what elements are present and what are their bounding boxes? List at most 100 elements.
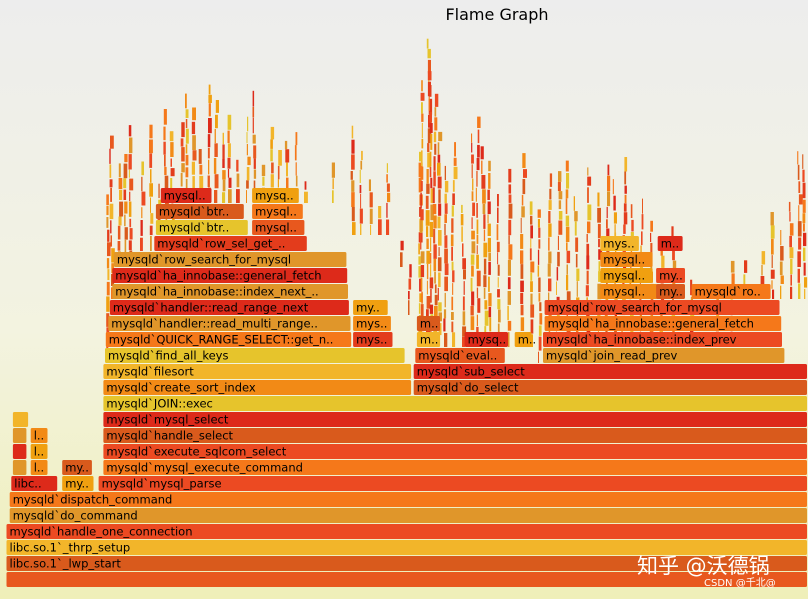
frame-box[interactable] — [103, 380, 412, 395]
frame-mysqld-ha-innobase-general-fetch[interactable]: mysqld`ha_innobase::general_fetch — [112, 268, 348, 283]
frame-box[interactable] — [112, 284, 348, 299]
frame-l[interactable]: l.. — [30, 460, 48, 475]
frame-box[interactable] — [12, 460, 27, 475]
frame-mysqld-ha-innobase-general-fetch[interactable]: mysqld`ha_innobase::general_fetch — [544, 316, 782, 331]
frame-box[interactable] — [9, 508, 807, 523]
frame-mys[interactable]: mys.. — [353, 316, 391, 331]
frame-mysqld-handler-read-range-next[interactable]: mysqld`handler::read_range_next — [109, 300, 349, 315]
frame-box[interactable] — [656, 268, 685, 283]
frame-l[interactable]: l.. — [30, 444, 48, 459]
frame-mysqld-mysql-select[interactable]: mysqld`mysql_select — [103, 412, 807, 427]
frame-box[interactable] — [109, 300, 349, 315]
frame-box[interactable] — [252, 188, 299, 203]
frame-box[interactable] — [9, 492, 807, 507]
frame-mysqld-find-all-keys[interactable]: mysqld`find_all_keys — [105, 348, 405, 363]
frame-mysqld-row-search-for-mysql[interactable]: mysqld`row_search_for_mysql — [544, 300, 780, 315]
frame-box[interactable] — [112, 268, 348, 283]
frame-mysqld-eval[interactable]: mysqld`eval.. — [415, 348, 505, 363]
frame-box[interactable] — [544, 316, 782, 331]
frame-mysqld-ha-innobase-index-next[interactable]: mysqld`ha_innobase::index_next_.. — [112, 284, 348, 299]
frame-mysqld-sub-select[interactable]: mysqld`sub_select — [413, 364, 807, 379]
frame-box[interactable] — [514, 332, 532, 347]
frame-frame[interactable] — [12, 428, 27, 443]
frame-box[interactable] — [252, 220, 305, 235]
frame-m[interactable]: m.. — [657, 236, 683, 251]
frame-mysqld-ha-innobase-index-prev[interactable]: mysqld`ha_innobase::index_prev — [543, 332, 782, 347]
frame-mysqld-dispatch-command[interactable]: mysqld`dispatch_command — [9, 492, 807, 507]
frame-mysqld-join-read-prev[interactable]: mysqld`join_read_prev — [543, 348, 785, 363]
frame-box[interactable] — [12, 444, 27, 459]
frame-mysqld-do-select[interactable]: mysqld`do_select — [413, 380, 807, 395]
frame-frame[interactable] — [12, 460, 27, 475]
frame-box[interactable] — [12, 412, 29, 427]
frame-mysqld-mysql-execute-command[interactable]: mysqld`mysql_execute_command — [103, 460, 807, 475]
frame-mysqld-quick-range-select-get-n[interactable]: mysqld`QUICK_RANGE_SELECT::get_n.. — [105, 332, 352, 347]
frame-box[interactable] — [160, 188, 212, 203]
frame-frame[interactable] — [12, 444, 27, 459]
frame-box[interactable] — [691, 284, 771, 299]
frame-box[interactable] — [108, 316, 351, 331]
frame-box[interactable] — [543, 348, 785, 363]
frame-box[interactable] — [105, 348, 405, 363]
frame-box[interactable] — [543, 332, 782, 347]
frame-box[interactable] — [103, 364, 412, 379]
frame-box[interactable] — [12, 428, 27, 443]
frame-mysql[interactable]: mysql.. — [600, 284, 658, 299]
frame-box[interactable] — [103, 428, 807, 443]
frame-mysqld-handle-select[interactable]: mysqld`handle_select — [103, 428, 807, 443]
frame-box[interactable] — [416, 332, 441, 347]
frame-box[interactable] — [103, 412, 807, 427]
frame-box[interactable] — [11, 476, 58, 491]
frame-box[interactable] — [30, 460, 48, 475]
frame-mys[interactable]: mys.. — [353, 332, 393, 347]
frame-mys[interactable]: mys.. — [600, 236, 639, 251]
frame-box[interactable] — [415, 348, 505, 363]
frame-mysqld-mysql-parse[interactable]: mysqld`mysql_parse — [98, 476, 808, 491]
frame-box[interactable] — [353, 316, 391, 331]
frame-box[interactable] — [154, 236, 307, 251]
frame-box[interactable] — [103, 460, 807, 475]
frame-mysqld-btr[interactable]: mysqld`btr.. — [155, 204, 244, 219]
frame-mysqld-do-command[interactable]: mysqld`do_command — [9, 508, 807, 523]
frame-mysqld-create-sort-index[interactable]: mysqld`create_sort_index — [103, 380, 412, 395]
frame-box[interactable] — [103, 396, 807, 411]
frame-box[interactable] — [600, 252, 653, 267]
frame-libc-so-1-thrp-setup[interactable]: libc.so.1`_thrp_setup — [6, 540, 808, 555]
frame-frame[interactable] — [12, 412, 29, 427]
frame-box[interactable] — [353, 332, 393, 347]
frame-box[interactable] — [113, 252, 347, 267]
frame-box[interactable] — [6, 556, 808, 571]
frame-box[interactable] — [105, 332, 352, 347]
frame-box[interactable] — [62, 460, 92, 475]
frame-box[interactable] — [252, 204, 303, 219]
frame-my[interactable]: my.. — [62, 460, 92, 475]
frame-m[interactable]: m.. — [514, 332, 537, 347]
frame-mysqld-row-sel-get[interactable]: mysqld`row_sel_get_.. — [154, 236, 307, 251]
frame-mysq[interactable]: mysq.. — [252, 188, 299, 203]
frame-mysqld-handle-one-connection[interactable]: mysqld`handle_one_connection — [6, 524, 808, 539]
frame-box[interactable] — [353, 300, 388, 315]
frame-mysqld-row-search-for-mysql[interactable]: mysqld`row_search_for_mysql — [113, 252, 347, 267]
frame-box[interactable] — [155, 220, 248, 235]
frame-mysqld-handler-read-multi-range[interactable]: mysqld`handler::read_multi_range.. — [108, 316, 351, 331]
frame-my[interactable]: my.. — [656, 268, 685, 283]
frame-mysq[interactable]: mysq.. — [464, 332, 508, 347]
frame-l[interactable]: l.. — [30, 428, 48, 443]
frame-box[interactable] — [62, 476, 94, 491]
frame-mysqld-btr[interactable]: mysqld`btr.. — [155, 220, 248, 235]
frame-box[interactable] — [30, 428, 48, 443]
frame-box[interactable] — [6, 524, 808, 539]
frame-m[interactable]: m.. — [416, 332, 441, 347]
frame-mysql[interactable]: mysql.. — [252, 220, 305, 235]
frame-mysqld-join-exec[interactable]: mysqld`JOIN::exec — [103, 396, 807, 411]
frame-box[interactable] — [600, 236, 639, 251]
frame-box[interactable] — [155, 204, 244, 219]
frame-box[interactable] — [416, 316, 441, 331]
frame-box[interactable] — [600, 268, 653, 283]
frame-libc-so-1-lwp-start[interactable]: libc.so.1`_lwp_start — [6, 556, 808, 571]
frame-box[interactable] — [98, 476, 808, 491]
frame-mysql[interactable]: mysql.. — [252, 204, 303, 219]
frame-frame[interactable] — [6, 572, 808, 587]
frame-box[interactable] — [413, 380, 807, 395]
frame-box[interactable] — [30, 444, 48, 459]
